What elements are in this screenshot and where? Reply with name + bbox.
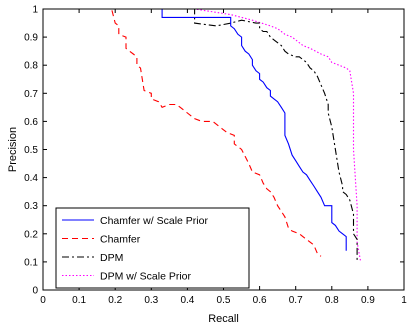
x-tick-label: 0.4	[180, 295, 194, 306]
y-tick-label: 0.4	[24, 173, 38, 184]
x-tick-label: 0.5	[217, 295, 231, 306]
x-axis-label: Recall	[208, 313, 239, 325]
series-line-1	[43, 8, 322, 257]
legend-box	[55, 207, 250, 289]
legend-label: Chamfer	[100, 234, 141, 246]
series-line-2	[43, 8, 358, 262]
x-tick-label: 0.2	[108, 295, 122, 306]
legend-label: Chamfer w/ Scale Prior	[100, 215, 208, 227]
x-tick-label: 0.1	[72, 295, 86, 306]
x-tick-label: 0	[40, 295, 46, 306]
x-tick-label: 0.7	[289, 295, 303, 306]
x-axis-ticks: 0 0.1 0.2 0.3 0.4 0.5 0.6 0.7 0.8 0.9 1	[40, 9, 407, 306]
y-tick-label: 0.8	[24, 61, 38, 72]
x-tick-label: 0.3	[144, 295, 158, 306]
y-tick-label: 0	[32, 286, 38, 297]
y-tick-label: 0.1	[24, 257, 38, 268]
series-line-0	[43, 8, 347, 251]
y-axis-label: Precision	[7, 127, 19, 172]
y-tick-label: 0.5	[24, 145, 38, 156]
y-tick-label: 0.7	[24, 89, 38, 100]
x-tick-label: 1	[401, 295, 407, 306]
x-tick-label: 0.9	[361, 295, 375, 306]
y-tick-label: 0.6	[24, 117, 38, 128]
x-tick-label: 0.8	[325, 295, 339, 306]
y-tick-label: 0.2	[24, 229, 38, 240]
legend-label: DPM w/ Scale Prior	[100, 271, 192, 283]
legend: Chamfer w/ Scale Prior Chamfer DPM DPM w/ S…	[55, 207, 250, 289]
y-tick-label: 0.3	[24, 201, 38, 212]
y-axis-ticks: 0 0.1 0.2 0.3 0.4 0.5 0.6 0.7 0.8 0.9 1	[24, 5, 404, 297]
curves-layer	[43, 8, 362, 262]
legend-label: DPM	[100, 252, 123, 264]
y-tick-label: 1	[32, 5, 38, 16]
x-tick-label: 0.6	[253, 295, 267, 306]
y-tick-label: 0.9	[24, 33, 38, 44]
